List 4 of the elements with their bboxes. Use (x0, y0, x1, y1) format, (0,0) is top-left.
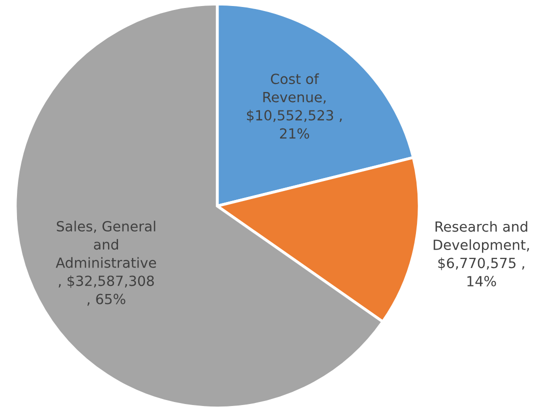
data-label: , $32,587,308 , 65% (58, 275, 154, 306)
slice-label: Sales, General and Administrative (56, 220, 156, 268)
slice-label: Cost of Revenue, $10,552,523 , 21% (247, 73, 342, 139)
slice-label: Research and Development, $6,770,575 , 14% (434, 221, 529, 286)
